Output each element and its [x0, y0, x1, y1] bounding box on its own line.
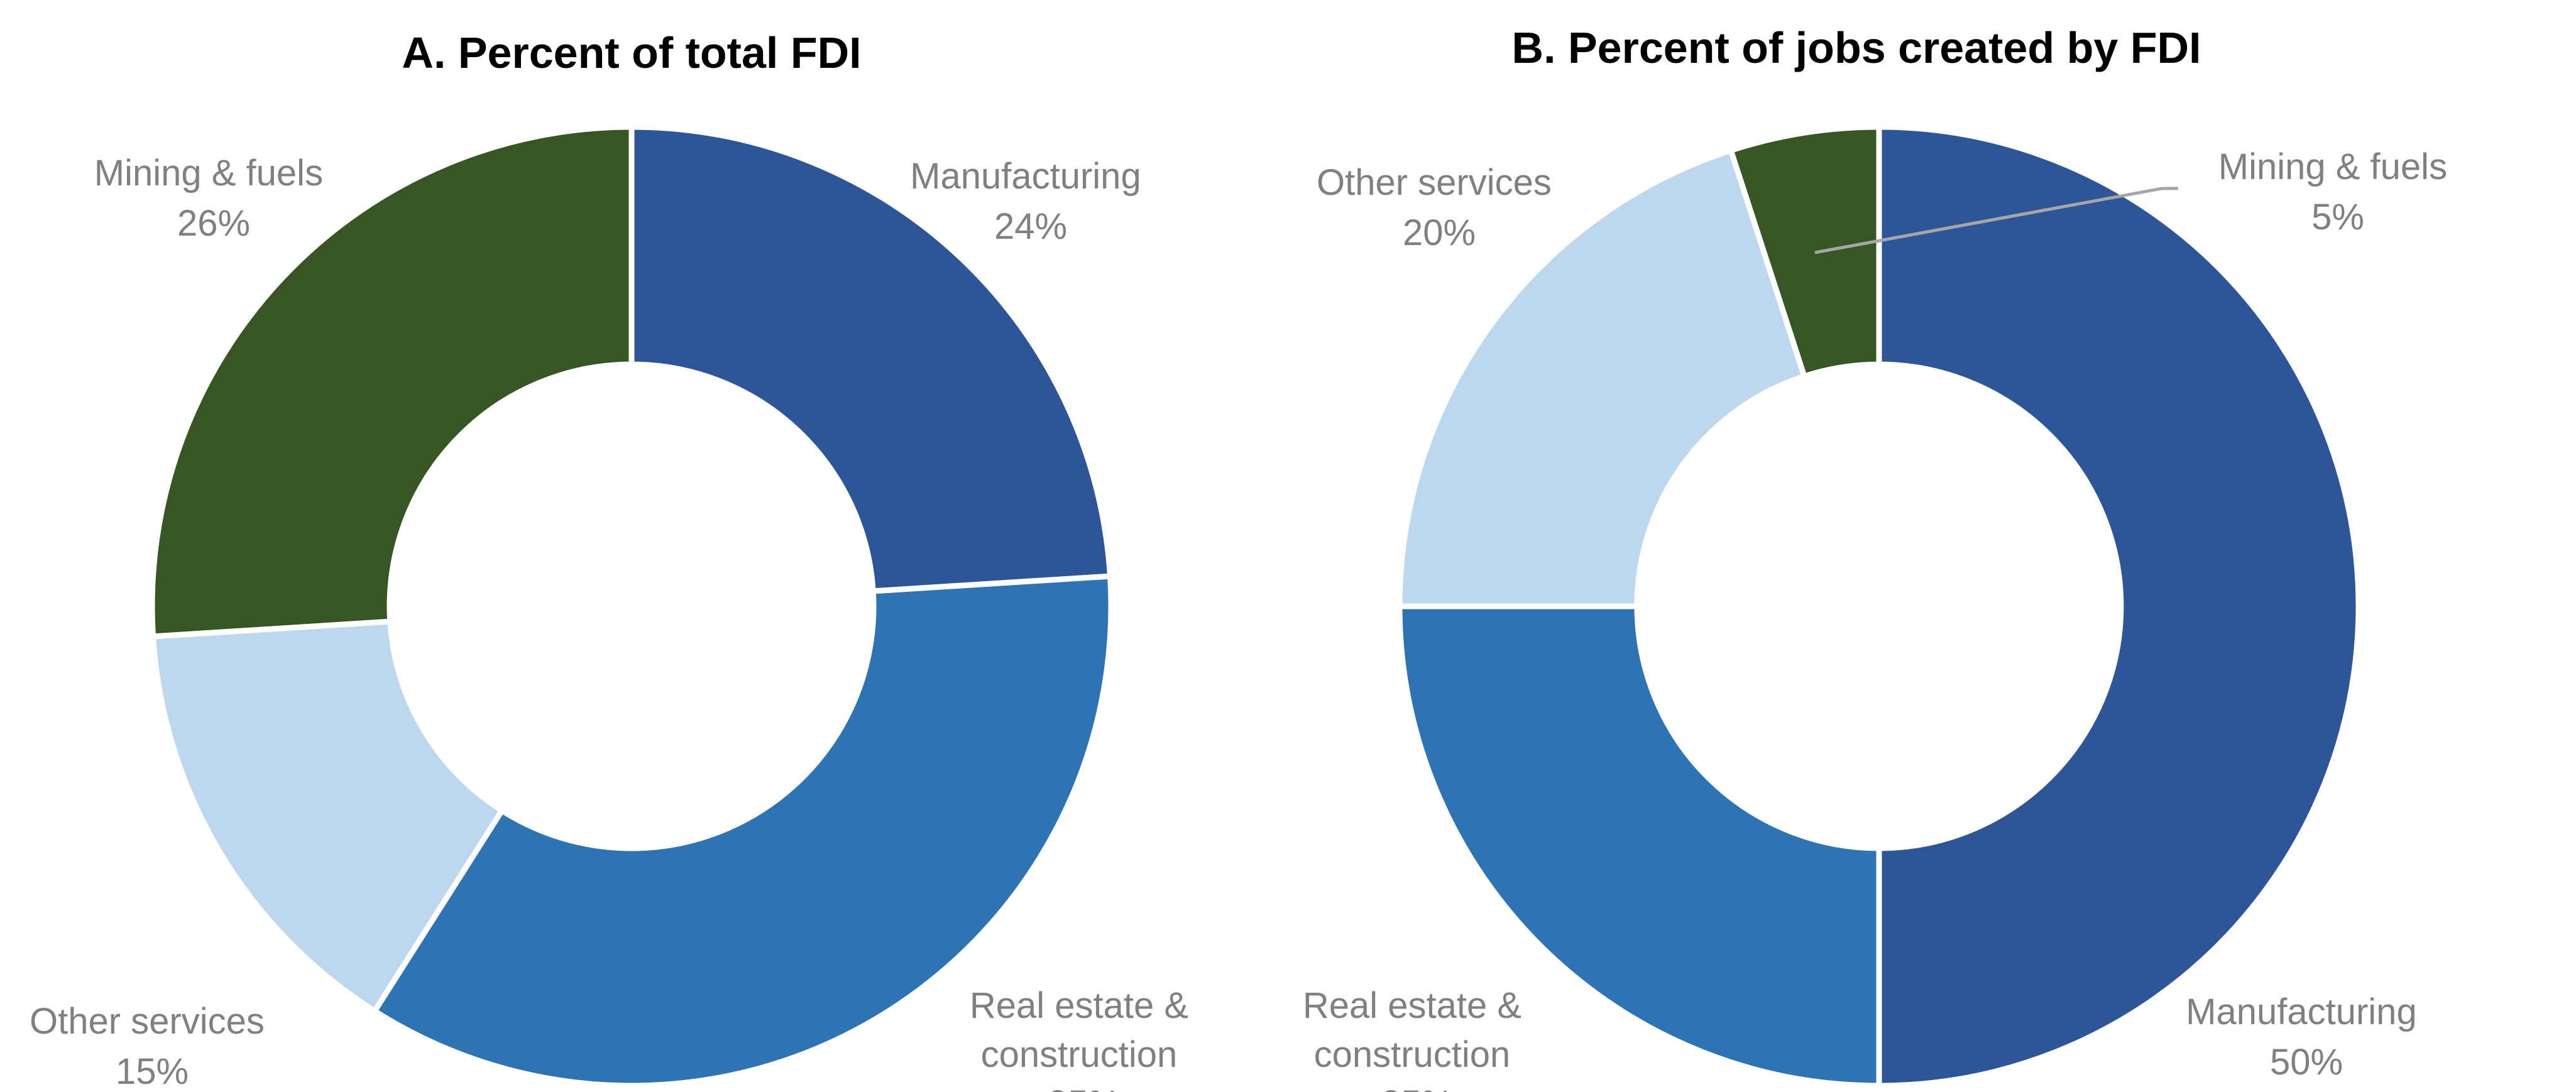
panel-a-label-mining-fuels: Mining & fuels 26% — [94, 153, 333, 244]
panel-a-title: A. Percent of total FDI — [402, 28, 861, 77]
panel-b-label-other-services: Other services 20% — [1317, 162, 1562, 253]
panel-b-label-real-estate: Real estate & construction 25% — [1303, 985, 1532, 1092]
panel-a-slice-real-estate-construction — [370, 573, 1114, 1089]
panel-a-label-real-estate: Real estate & construction 35% — [970, 985, 1198, 1092]
panel-a-slice-other-services — [150, 618, 506, 1015]
panel-b-label-manufacturing: Manufacturing 50% — [2186, 991, 2427, 1083]
panel-b-slices — [1396, 124, 2362, 1089]
panel-a: A. Percent of total FDI Manufacturing 24… — [30, 28, 1198, 1092]
panel-b-label-mining-fuels: Mining & fuels 5% — [2218, 146, 2457, 238]
panel-a-labels: Manufacturing 24% Real estate & construc… — [30, 153, 1198, 1092]
panel-b-slice-manufacturing — [1876, 124, 2362, 1089]
panel-b-slice-real-estate-construction — [1396, 603, 1882, 1089]
panel-a-slices — [149, 124, 1114, 1089]
panel-a-label-manufacturing: Manufacturing 24% — [910, 156, 1151, 247]
panel-a-slice-mining-fuels — [149, 124, 635, 640]
panel-b-title: B. Percent of jobs created by FDI — [1512, 23, 2201, 72]
panel-b-labels: Manufacturing 50% Real estate & construc… — [1303, 146, 2457, 1092]
panel-b-mining-leader-line — [1814, 187, 2178, 254]
panel-a-label-other-services: Other services 15% — [30, 1001, 275, 1092]
panel-b-slice-other-services — [1396, 146, 1808, 609]
panel-b: B. Percent of jobs created by FDI Manufa… — [1303, 23, 2457, 1092]
panel-a-slice-manufacturing — [628, 124, 1114, 594]
panel-b-slice-mining-fuels — [1727, 124, 1882, 380]
